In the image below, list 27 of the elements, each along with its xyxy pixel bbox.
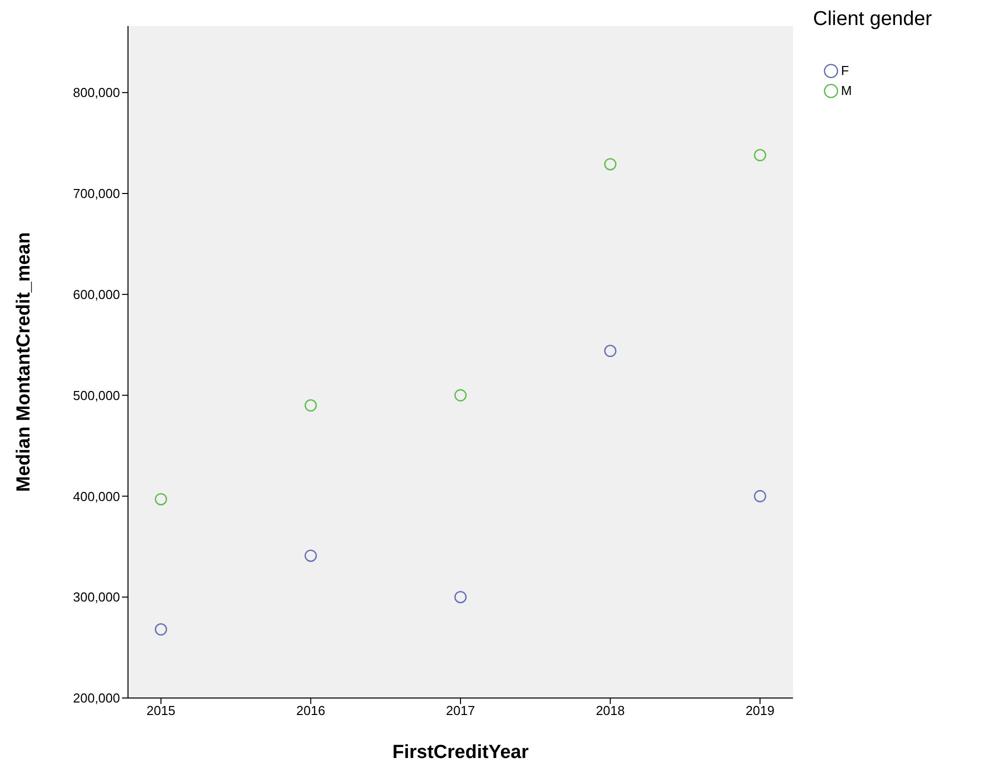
- point: [454, 590, 467, 604]
- point: [154, 493, 168, 506]
- point: [154, 623, 168, 636]
- y-tick-label: 200,000: [73, 690, 120, 706]
- point: [454, 389, 467, 402]
- x-tick-label: 2017: [446, 703, 475, 718]
- point: [304, 550, 317, 562]
- legend-title: Client gender: [813, 8, 933, 31]
- x-tick-label: 2018: [596, 703, 625, 718]
- y-tick-label: 300,000: [73, 590, 120, 605]
- x-tick-label: 2016: [296, 703, 326, 718]
- y-tick-label: 700,000: [73, 186, 120, 202]
- x-tick-label: 2015: [146, 703, 176, 718]
- x-axis-title: FirstCreditYear: [392, 742, 530, 763]
- point: [754, 490, 766, 502]
- legend-label: M: [841, 82, 852, 100]
- point: [754, 149, 766, 162]
- y-tick-label: 800,000: [73, 85, 120, 100]
- point: [604, 158, 616, 170]
- y-tick-label: 400,000: [73, 488, 120, 504]
- y-axis-title: Median MontantCredit_mean: [14, 232, 35, 492]
- y-tick-label: 600,000: [73, 287, 120, 302]
- legend-label: F: [841, 62, 849, 80]
- point: [604, 344, 616, 358]
- x-tick-label: 2019: [746, 703, 775, 718]
- point: [304, 399, 317, 412]
- y-tick-label: 500,000: [73, 388, 120, 403]
